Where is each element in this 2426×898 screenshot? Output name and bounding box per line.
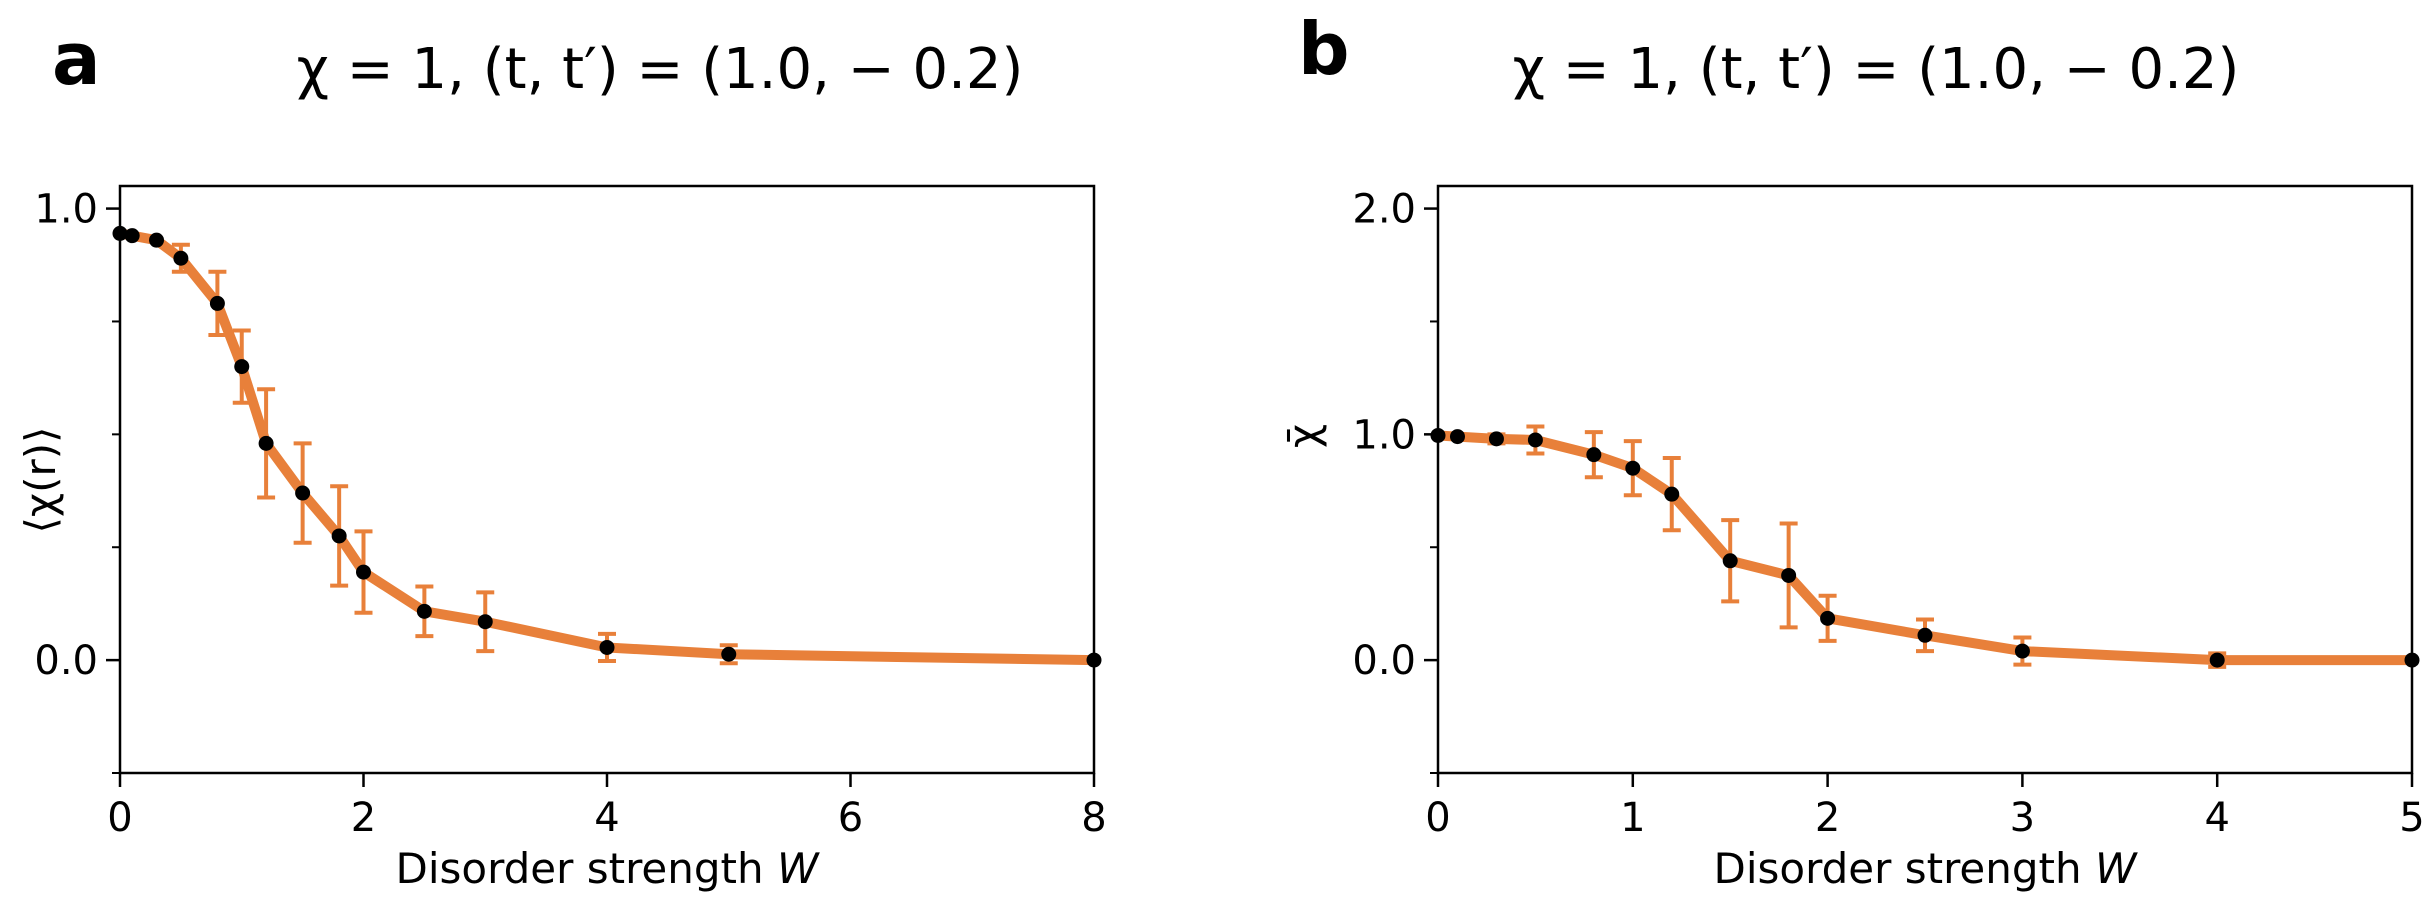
data-point <box>1722 553 1738 569</box>
panel-a-title: χ = 1, (t, t′) = (1.0, − 0.2) <box>297 37 1024 102</box>
data-point <box>173 250 189 266</box>
data-point <box>124 228 140 244</box>
panel-a-xlabel-var: W <box>777 844 820 893</box>
x-tick-label: 5 <box>2399 795 2424 841</box>
panel-b-plot-area <box>1430 424 2420 669</box>
data-point <box>721 646 737 662</box>
data-point <box>209 295 225 311</box>
panel-b-xlabel: Disorder strength W <box>1713 844 2138 893</box>
data-point <box>295 485 311 501</box>
panel-b-title: χ = 1, (t, t′) = (1.0, − 0.2) <box>1513 37 2240 102</box>
data-point <box>1488 431 1504 447</box>
x-tick-label: 0 <box>1425 795 1450 841</box>
panel-a-ylabel: ⟨χ(r)⟩ <box>16 426 65 533</box>
panel-a-xlabel: Disorder strength W <box>395 844 820 893</box>
x-tick-label: 4 <box>2204 795 2229 841</box>
x-tick-label: 0 <box>107 795 132 841</box>
panel-b-ylabel: χ̄ <box>1279 424 1328 448</box>
data-point <box>258 435 274 451</box>
data-point <box>1781 567 1797 583</box>
panel-a-frame <box>118 184 1096 775</box>
data-point <box>1527 432 1543 448</box>
panel-b-letter: b <box>1298 7 1350 91</box>
y-tick-label: 0.0 <box>34 638 98 684</box>
panel-b-axes: 0 1 2 3 4 5 0.0 1.0 2.0 <box>1352 187 2424 841</box>
y-tick-label: 0.0 <box>1352 638 1416 684</box>
data-point <box>1449 429 1465 445</box>
data-point <box>1625 460 1641 476</box>
y-tick-label: 1.0 <box>1352 412 1416 458</box>
y-tick-label: 1.0 <box>34 187 98 233</box>
data-point <box>356 564 371 580</box>
data-point <box>599 639 615 655</box>
data-point <box>416 603 432 619</box>
y-tick-label: 2.0 <box>1352 187 1416 233</box>
data-point <box>477 614 493 630</box>
x-tick-label: 6 <box>838 795 863 841</box>
data-point <box>234 359 250 375</box>
data-point <box>2014 643 2030 659</box>
x-tick-label: 1 <box>1620 795 1645 841</box>
panel-b-frame <box>1436 184 2414 775</box>
x-tick-label: 2 <box>351 795 376 841</box>
panel-a-plot-area <box>112 225 1102 668</box>
panel-a-axes: 0 2 4 6 8 0.0 1.0 <box>34 187 1106 841</box>
data-point <box>1917 627 1933 643</box>
panel-a: a χ = 1, (t, t′) = (1.0, − 0.2) 0 2 4 6 8 0.0… <box>16 17 1107 893</box>
data-point <box>1586 447 1602 463</box>
x-tick-label: 3 <box>2010 795 2035 841</box>
x-tick-label: 2 <box>1815 795 1840 841</box>
data-point <box>2209 652 2225 668</box>
data-point <box>1820 610 1836 626</box>
data-point <box>331 528 347 544</box>
panel-a-xlabel-text: Disorder strength <box>395 844 777 893</box>
x-tick-label: 8 <box>1081 795 1106 841</box>
x-tick-label: 4 <box>594 795 619 841</box>
panel-b-xlabel-var: W <box>2095 844 2138 893</box>
panel-b-xlabel-text: Disorder strength <box>1713 844 2095 893</box>
panel-a-letter: a <box>52 17 101 101</box>
data-point <box>1664 486 1680 502</box>
panel-b: b χ = 1, (t, t′) = (1.0, − 0.2) 0 1 2 3 4 5 0.… <box>1279 7 2425 893</box>
data-point <box>149 232 165 248</box>
